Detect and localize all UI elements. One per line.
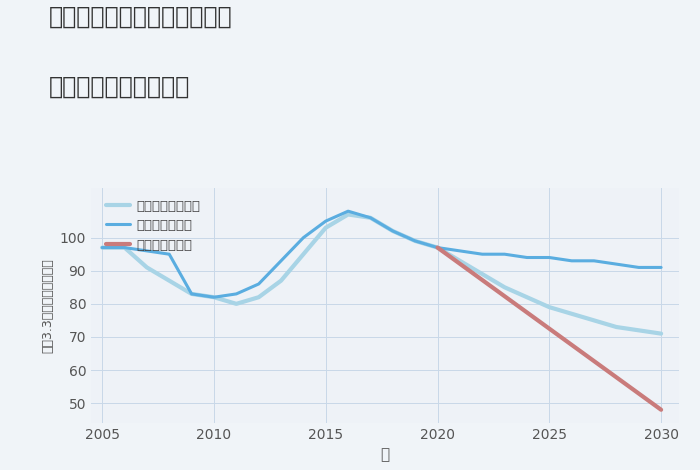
ノーマルシナリオ	[657, 331, 665, 337]
グッドシナリオ	[188, 291, 196, 297]
グッドシナリオ	[232, 291, 241, 297]
ノーマルシナリオ	[188, 291, 196, 297]
ノーマルシナリオ	[478, 271, 486, 277]
ノーマルシナリオ	[210, 294, 218, 300]
Line: ノーマルシナリオ: ノーマルシナリオ	[102, 214, 661, 334]
ノーマルシナリオ	[389, 228, 397, 234]
グッドシナリオ	[299, 235, 307, 241]
Legend: ノーマルシナリオ, グッドシナリオ, バッドシナリオ: ノーマルシナリオ, グッドシナリオ, バッドシナリオ	[104, 197, 203, 254]
ノーマルシナリオ	[165, 278, 174, 283]
グッドシナリオ	[120, 245, 129, 251]
Text: 中古戸建ての価格推移: 中古戸建ての価格推移	[49, 75, 190, 99]
グッドシナリオ	[500, 251, 509, 257]
グッドシナリオ	[255, 281, 263, 287]
バッドシナリオ	[433, 245, 442, 251]
グッドシナリオ	[366, 215, 375, 220]
ノーマルシナリオ	[545, 305, 554, 310]
ノーマルシナリオ	[568, 311, 576, 317]
ノーマルシナリオ	[143, 265, 151, 270]
グッドシナリオ	[389, 228, 397, 234]
グッドシナリオ	[612, 261, 621, 267]
ノーマルシナリオ	[321, 225, 330, 231]
グッドシナリオ	[344, 208, 352, 214]
ノーマルシナリオ	[98, 245, 106, 251]
ノーマルシナリオ	[299, 251, 307, 257]
ノーマルシナリオ	[232, 301, 241, 306]
ノーマルシナリオ	[612, 324, 621, 330]
ノーマルシナリオ	[255, 294, 263, 300]
Line: グッドシナリオ: グッドシナリオ	[102, 211, 661, 297]
グッドシナリオ	[456, 248, 464, 254]
ノーマルシナリオ	[433, 245, 442, 251]
グッドシナリオ	[657, 265, 665, 270]
ノーマルシナリオ	[120, 245, 129, 251]
Text: 埼玉県南埼玉郡宮代町国納の: 埼玉県南埼玉郡宮代町国納の	[49, 5, 232, 29]
ノーマルシナリオ	[635, 328, 643, 333]
グッドシナリオ	[321, 218, 330, 224]
ノーマルシナリオ	[523, 294, 531, 300]
ノーマルシナリオ	[366, 215, 375, 220]
グッドシナリオ	[276, 258, 285, 264]
グッドシナリオ	[210, 294, 218, 300]
グッドシナリオ	[411, 238, 419, 244]
ノーマルシナリオ	[456, 258, 464, 264]
グッドシナリオ	[590, 258, 598, 264]
ノーマルシナリオ	[590, 318, 598, 323]
グッドシナリオ	[568, 258, 576, 264]
Y-axis label: 平（3.3㎡）単価（万円）: 平（3.3㎡）単価（万円）	[41, 258, 54, 353]
グッドシナリオ	[523, 255, 531, 260]
バッドシナリオ	[657, 407, 665, 413]
グッドシナリオ	[545, 255, 554, 260]
X-axis label: 年: 年	[380, 447, 390, 462]
ノーマルシナリオ	[344, 212, 352, 217]
グッドシナリオ	[143, 248, 151, 254]
グッドシナリオ	[433, 245, 442, 251]
グッドシナリオ	[478, 251, 486, 257]
ノーマルシナリオ	[500, 284, 509, 290]
グッドシナリオ	[98, 245, 106, 251]
グッドシナリオ	[635, 265, 643, 270]
グッドシナリオ	[165, 251, 174, 257]
Line: バッドシナリオ: バッドシナリオ	[438, 248, 661, 410]
ノーマルシナリオ	[276, 278, 285, 283]
ノーマルシナリオ	[411, 238, 419, 244]
